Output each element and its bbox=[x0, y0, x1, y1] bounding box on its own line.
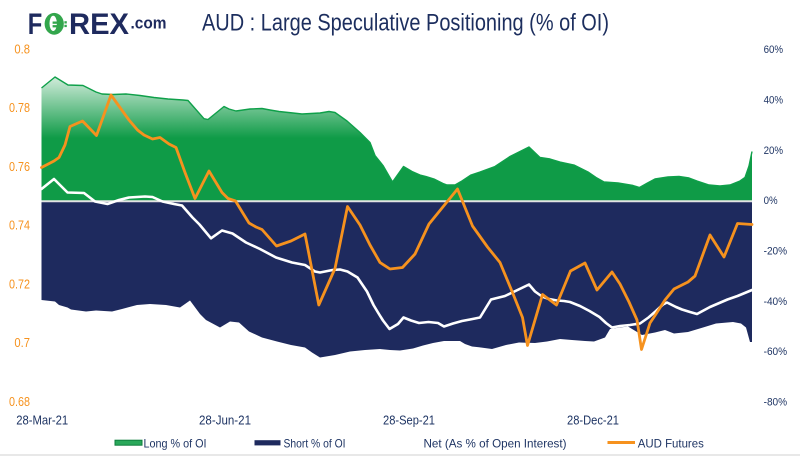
svg-text:Net (As % of Open Interest): Net (As % of Open Interest) bbox=[424, 437, 567, 451]
svg-text:-60%: -60% bbox=[764, 346, 788, 358]
svg-text:.com: .com bbox=[131, 14, 167, 32]
svg-text:0.8: 0.8 bbox=[14, 42, 30, 56]
svg-text:-40%: -40% bbox=[764, 296, 788, 308]
svg-text:0.72: 0.72 bbox=[9, 277, 30, 291]
svg-text:Long % of OI: Long % of OI bbox=[144, 437, 207, 451]
svg-text:0%: 0% bbox=[764, 195, 778, 207]
svg-text:0.76: 0.76 bbox=[9, 160, 30, 174]
svg-text:0.7: 0.7 bbox=[14, 336, 30, 350]
svg-text:-20%: -20% bbox=[764, 246, 788, 258]
svg-text:20%: 20% bbox=[764, 145, 784, 157]
svg-text:AUD : Large Speculative Positi: AUD : Large Speculative Positioning (% o… bbox=[202, 10, 609, 37]
svg-text:REX: REX bbox=[69, 8, 129, 41]
svg-text:Short % of OI: Short % of OI bbox=[284, 437, 346, 451]
svg-text:40%: 40% bbox=[764, 94, 784, 106]
svg-text:F: F bbox=[28, 8, 43, 41]
svg-text:28-Jun-21: 28-Jun-21 bbox=[199, 412, 251, 427]
svg-text:28-Sep-21: 28-Sep-21 bbox=[383, 412, 435, 427]
svg-text:28-Mar-21: 28-Mar-21 bbox=[16, 412, 68, 427]
svg-text:28-Dec-21: 28-Dec-21 bbox=[567, 412, 619, 427]
svg-text:AUD Futures: AUD Futures bbox=[638, 437, 704, 451]
svg-text:0.74: 0.74 bbox=[9, 219, 30, 233]
svg-text:0.68: 0.68 bbox=[9, 395, 30, 409]
svg-text:0.78: 0.78 bbox=[9, 101, 30, 115]
svg-text:60%: 60% bbox=[764, 44, 784, 56]
svg-text:-80%: -80% bbox=[764, 397, 788, 409]
